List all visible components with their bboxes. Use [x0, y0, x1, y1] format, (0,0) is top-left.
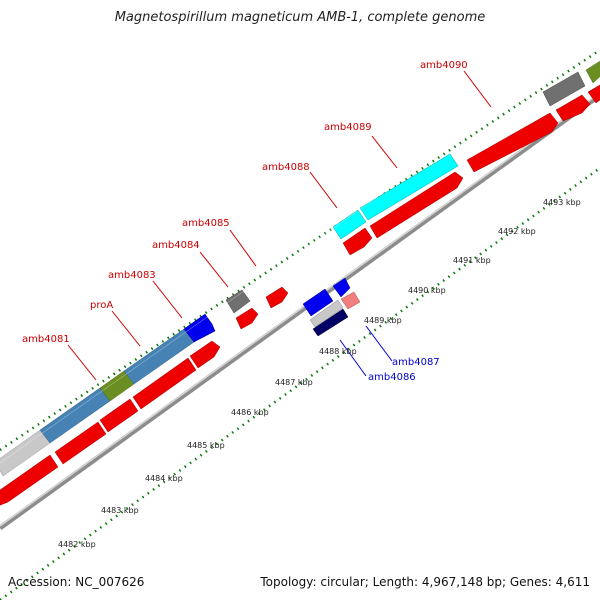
cds-red-top-2 — [587, 84, 600, 104]
cds-red-2 — [54, 421, 107, 465]
cds-red-top-1 — [555, 94, 591, 122]
scale-labels: 4482 kbp 4483 kbp 4484 kbp 4485 kbp 4486… — [58, 198, 581, 549]
reverse-gene-labels: amb4086 amb4087 — [368, 357, 440, 383]
gene-bar-lightgray-2 — [309, 299, 344, 328]
cds-red-5 — [189, 340, 221, 369]
cds-red-amb4088 — [342, 227, 373, 256]
gene-bar-blue-3 — [332, 277, 351, 298]
gene-label-amb4089: amb4089 — [324, 122, 372, 133]
gene-label-amb4086: amb4086 — [368, 372, 416, 383]
genome-info-text: Topology: circular; Length: 4,967,148 bp… — [260, 575, 590, 589]
gene-label-amb4083: amb4083 — [108, 270, 156, 281]
gene-label-amb4081: amb4081 — [22, 334, 70, 345]
scale-label-4485: 4485 kbp — [187, 441, 225, 450]
gene-label-amb4087: amb4087 — [392, 357, 440, 368]
scale-label-4493: 4493 kbp — [543, 198, 581, 207]
scale-label-4488: 4488 kbp — [319, 347, 357, 356]
gene-bar-navy — [312, 308, 349, 337]
scale-label-4486: 4486 kbp — [231, 408, 269, 417]
scale-label-4484: 4484 kbp — [145, 474, 183, 483]
gene-label-amb4085: amb4085 — [182, 218, 230, 229]
cds-red-4 — [132, 357, 197, 410]
scale-label-4483: 4483 kbp — [101, 506, 139, 515]
gene-bar-pink — [340, 291, 361, 310]
gene-label-amb4090: amb4090 — [420, 60, 468, 71]
cds-red-amb4090 — [466, 112, 559, 173]
gene-bar-gray-top — [542, 71, 586, 107]
gene-bar-gray-amb4084 — [225, 289, 251, 314]
gene-label-proA: proA — [90, 300, 113, 311]
genome-backbone — [0, 92, 600, 531]
map-title: Magnetospirillum magneticum AMB-1, compl… — [114, 10, 486, 25]
gene-bar-olive-top — [585, 60, 600, 84]
scale-label-4489: 4489 kbp — [364, 316, 402, 325]
scale-label-4491: 4491 kbp — [453, 256, 491, 265]
cds-red-3 — [99, 398, 139, 433]
cds-red-amb4089 — [369, 171, 464, 239]
forward-gene-labels: amb4081 proA amb4083 amb4084 amb4085 amb… — [22, 60, 468, 345]
gene-bar-cyan-2 — [359, 153, 459, 221]
gene-bar-blue-2 — [302, 288, 334, 317]
scale-label-4487: 4487 kbp — [275, 378, 313, 387]
gene-bars[interactable] — [0, 39, 600, 506]
reverse-leader-lines — [339, 325, 393, 377]
gene-bar-cyan-1 — [332, 209, 367, 240]
gene-label-amb4084: amb4084 — [152, 240, 200, 251]
outer-tick-track — [0, 48, 600, 452]
scale-label-4492: 4492 kbp — [498, 227, 536, 236]
cds-red-amb4084 — [235, 307, 259, 330]
gene-bar-blue-1 — [183, 313, 216, 343]
scale-label-4482: 4482 kbp — [58, 540, 96, 549]
cds-red-1 — [0, 454, 59, 506]
cds-red-amb4085 — [265, 286, 289, 309]
forward-leader-lines — [67, 70, 492, 381]
accession-text: Accession: NC_007626 — [8, 575, 145, 589]
gene-label-amb4088: amb4088 — [262, 162, 310, 173]
scale-label-4490: 4490 kbp — [408, 286, 446, 295]
